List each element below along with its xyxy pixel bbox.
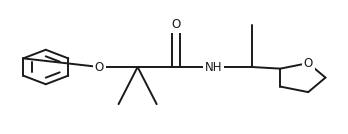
Text: O: O xyxy=(303,57,313,70)
Text: O: O xyxy=(171,18,180,31)
Text: O: O xyxy=(95,60,104,74)
Text: NH: NH xyxy=(205,60,223,74)
